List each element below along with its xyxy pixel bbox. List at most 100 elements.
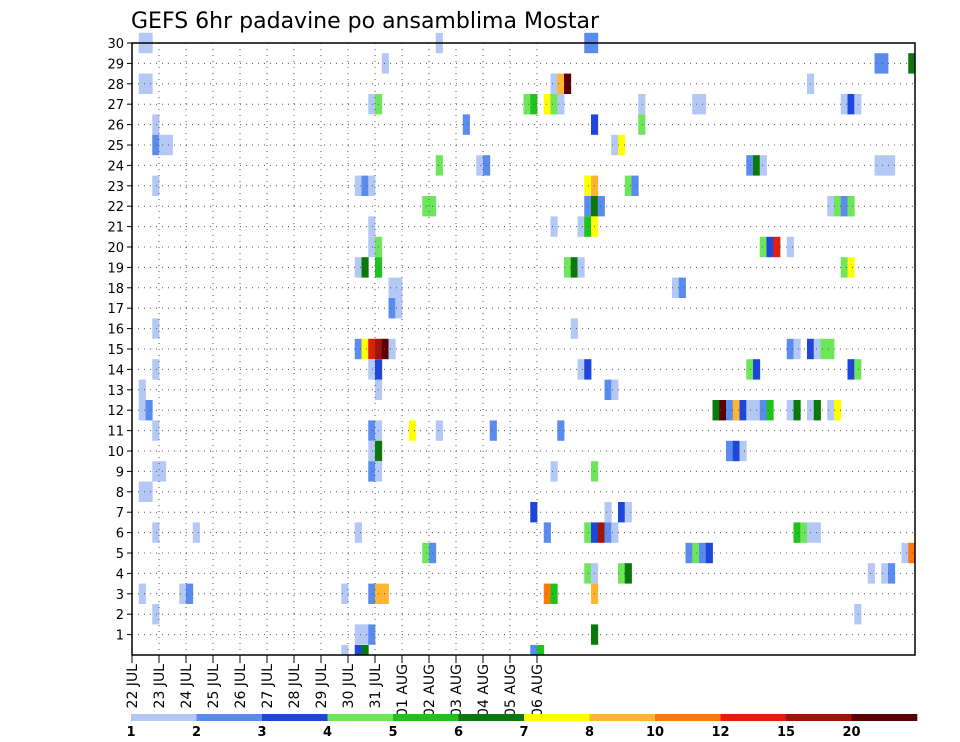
precip-cell xyxy=(530,645,538,655)
colorbar-label: 7 xyxy=(519,725,528,740)
colorbar-swatch xyxy=(655,714,721,721)
precip-cell xyxy=(584,196,592,217)
precip-cell xyxy=(888,155,896,176)
precip-cell xyxy=(847,94,855,115)
precip-cell xyxy=(840,257,848,278)
colorbar-swatch xyxy=(458,714,525,721)
precip-cell xyxy=(395,277,403,298)
precip-cell xyxy=(834,400,842,421)
precip-cell xyxy=(564,73,572,94)
precip-cell xyxy=(361,645,369,655)
precip-cell xyxy=(462,114,470,135)
y-tick-label: 18 xyxy=(107,282,124,297)
precip-cell xyxy=(388,298,396,319)
x-tick-label: 25 JUL xyxy=(206,664,222,709)
precip-cell xyxy=(584,522,592,543)
precip-cell xyxy=(584,175,592,196)
precip-cell xyxy=(813,338,821,360)
y-tick-label: 25 xyxy=(107,139,124,154)
x-tick-label: 29 JUL xyxy=(314,664,330,709)
precip-cell xyxy=(557,94,565,115)
precip-cell xyxy=(368,216,376,237)
y-tick-label: 19 xyxy=(107,261,124,276)
precip-cell xyxy=(361,338,369,360)
precip-cell xyxy=(564,257,572,278)
precip-cell xyxy=(847,257,855,278)
x-tick-label: 02 AUG xyxy=(422,664,438,717)
y-tick-label: 5 xyxy=(116,547,124,562)
precip-cell xyxy=(557,420,565,441)
precip-cell xyxy=(422,542,430,564)
precip-cell xyxy=(550,583,558,604)
precip-cell xyxy=(820,338,828,360)
y-tick-label: 21 xyxy=(107,221,124,236)
precip-cell xyxy=(847,359,855,380)
precip-cell xyxy=(530,502,538,523)
precip-cell xyxy=(692,94,700,115)
precip-cell xyxy=(537,645,545,655)
precip-cell xyxy=(152,114,160,135)
precip-cell xyxy=(624,502,632,523)
precip-cell xyxy=(152,604,160,625)
precip-cell xyxy=(368,461,376,482)
precip-cell xyxy=(543,583,551,604)
x-tick-label: 31 JUL xyxy=(368,664,384,709)
colorbar-label: 2 xyxy=(192,725,201,740)
precip-cell xyxy=(786,338,794,360)
y-tick-label: 4 xyxy=(116,567,124,582)
precip-cell xyxy=(152,134,160,156)
precip-cell xyxy=(840,94,848,115)
precip-cell xyxy=(854,604,862,625)
precip-cell xyxy=(152,420,160,441)
y-tick-label: 11 xyxy=(107,425,124,440)
precip-cell xyxy=(368,440,376,462)
precip-cell xyxy=(543,94,551,115)
precip-cell xyxy=(476,155,484,176)
precip-cell xyxy=(192,522,200,543)
y-tick-label: 9 xyxy=(116,465,124,480)
precip-cell xyxy=(381,53,389,74)
precip-cell xyxy=(732,400,740,421)
precip-cell xyxy=(368,359,376,380)
y-tick-label: 14 xyxy=(107,363,124,378)
precip-cell xyxy=(368,338,376,360)
precip-cell xyxy=(881,53,889,74)
precip-cell xyxy=(152,318,160,339)
colorbar-label: 1 xyxy=(126,725,135,740)
precip-cell xyxy=(678,277,686,298)
precip-cell xyxy=(354,338,362,360)
precip-cell xyxy=(354,645,362,655)
y-tick-label: 23 xyxy=(107,180,124,195)
colorbar-swatch xyxy=(262,714,328,721)
precip-cell xyxy=(712,400,720,421)
precip-cell xyxy=(550,216,558,237)
precip-cell xyxy=(408,420,416,441)
y-tick-label: 2 xyxy=(116,608,124,623)
precip-cell xyxy=(827,400,835,421)
precip-cell xyxy=(874,155,882,176)
precip-cell xyxy=(624,175,632,196)
y-tick-label: 20 xyxy=(107,241,124,256)
precip-cell xyxy=(368,175,376,196)
y-tick-label: 30 xyxy=(107,37,124,52)
precip-cell xyxy=(881,563,889,584)
precip-cell xyxy=(618,134,626,156)
precip-cell xyxy=(584,563,592,584)
precip-cell xyxy=(611,379,619,400)
chart-title: GEFS 6hr padavine po ansamblima Mostar xyxy=(131,9,600,34)
precip-cell xyxy=(874,53,882,74)
precip-cell xyxy=(881,155,889,176)
precip-cell xyxy=(368,583,376,604)
colorbar-swatch xyxy=(524,714,590,721)
precip-cell xyxy=(827,338,835,360)
precip-cell xyxy=(145,400,153,421)
precip-cell xyxy=(152,522,160,543)
precip-cell xyxy=(557,73,565,94)
x-tick-label: 03 AUG xyxy=(449,664,465,717)
y-tick-label: 13 xyxy=(107,384,124,399)
precip-cell xyxy=(361,624,369,645)
precip-cell xyxy=(692,542,700,564)
y-tick-label: 8 xyxy=(116,486,124,501)
precip-cell xyxy=(577,216,585,237)
precip-cell xyxy=(597,522,605,543)
